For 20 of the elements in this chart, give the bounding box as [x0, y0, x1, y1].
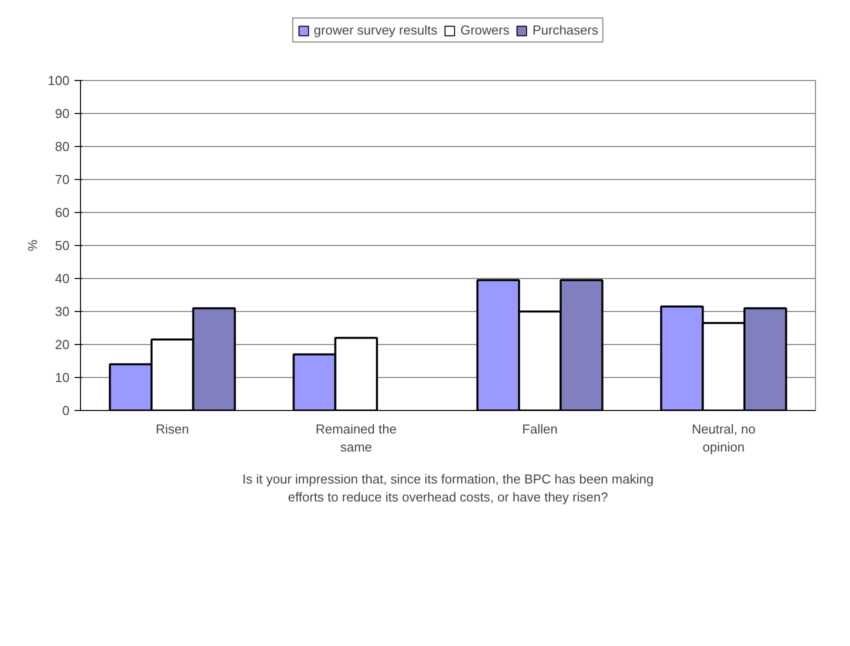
x-axis-title: Is it your impression that, since its formation, the BPC has been making efforts to reduce its overhead costs, or have they risen? — [242, 472, 654, 504]
y-tick-label: 60 — [55, 205, 70, 220]
legend-label: grower survey results — [314, 22, 438, 38]
y-tick-label: 0 — [62, 403, 70, 418]
y-tick-label: 100 — [48, 73, 70, 88]
y-tick-label: 20 — [55, 337, 70, 352]
legend-label: Growers — [460, 22, 510, 38]
legend-label: Purchasers — [532, 22, 598, 38]
y-tick-label: 30 — [55, 304, 70, 319]
y-tick-label: 10 — [55, 370, 70, 385]
x-tick-label: Fallen — [522, 422, 558, 436]
x-tick-label: Risen — [156, 422, 190, 436]
y-tick-label: 70 — [55, 172, 70, 187]
y-tick-label: 80 — [55, 139, 70, 154]
y-tick-label: 90 — [55, 106, 70, 121]
x-tick-label: Neutral, no opinion — [692, 422, 756, 454]
y-axis-title: % — [24, 239, 40, 252]
x-tick-label: Remained the same — [316, 422, 397, 454]
y-tick-label: 50 — [55, 238, 70, 253]
y-tick-label: 40 — [55, 271, 70, 286]
